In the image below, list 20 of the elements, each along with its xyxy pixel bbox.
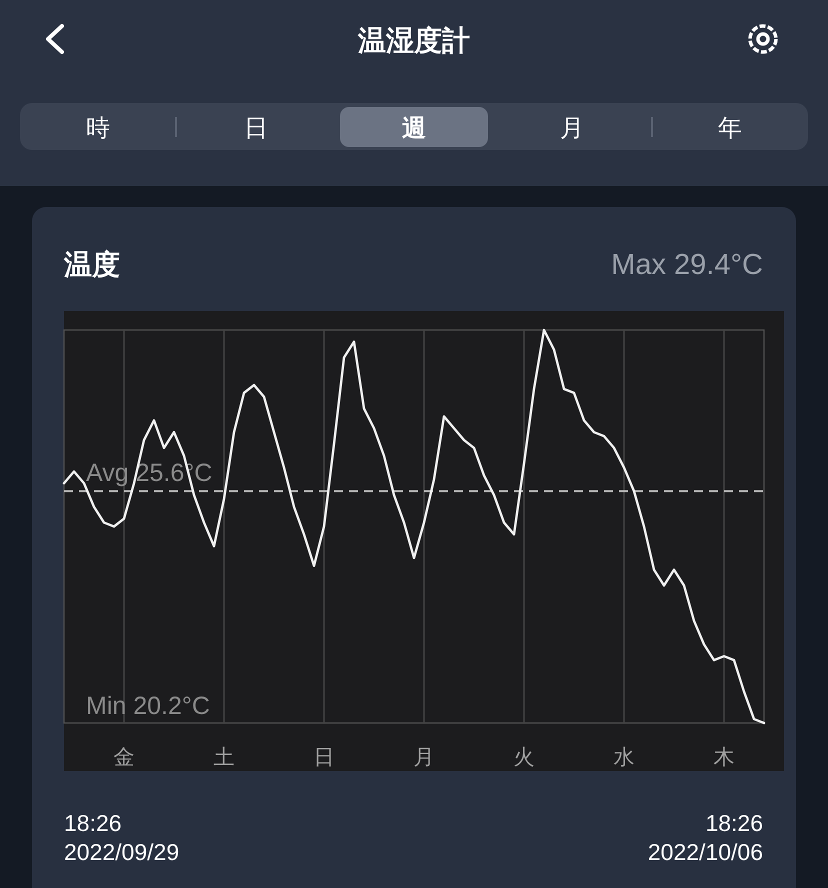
text: 時	[86, 115, 110, 142]
text: 2022/10/06	[648, 839, 763, 865]
x-tick-label: 水	[614, 746, 634, 769]
x-tick-label: 木	[714, 746, 734, 769]
text: Max 29.4°C	[611, 249, 763, 281]
text: 18:26	[64, 810, 122, 836]
x-tick-label: 月	[414, 746, 434, 769]
x-tick-label: 日	[314, 746, 334, 769]
x-tick-label: 火	[514, 746, 534, 769]
text: 週	[402, 115, 426, 142]
chart-title: 温度	[63, 249, 120, 280]
text: 2022/09/29	[64, 839, 180, 865]
text: 18:26	[705, 810, 763, 836]
x-tick-label: 金	[114, 746, 134, 769]
x-tick-label: 土	[214, 746, 234, 769]
text: 年	[718, 115, 742, 142]
text: 月	[560, 115, 584, 142]
text: 温湿度計	[357, 25, 470, 56]
text: 日	[244, 115, 268, 142]
annotation: Min 20.2°C	[86, 692, 210, 720]
